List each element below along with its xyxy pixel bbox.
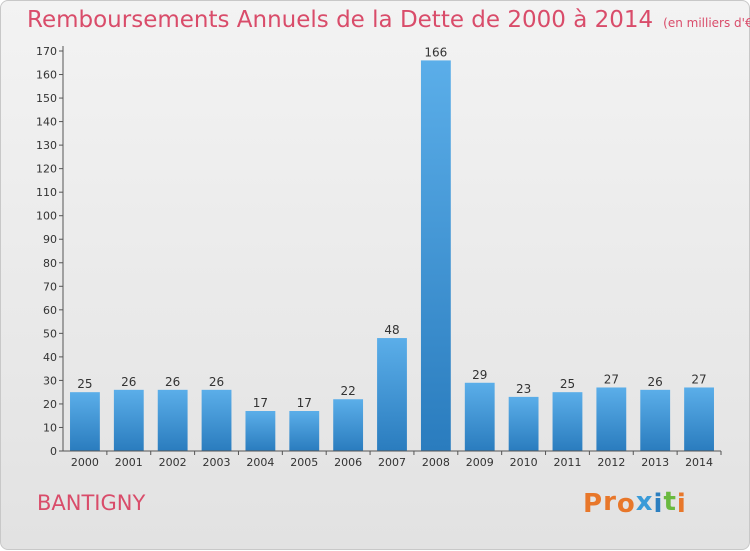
data-label-2013: 26 (648, 375, 663, 389)
x-tick-label-2000: 2000 (71, 456, 99, 469)
bar-2003 (201, 389, 232, 451)
data-label-2010: 23 (516, 382, 531, 396)
y-tick-label: 50 (43, 327, 57, 340)
data-label-2001: 26 (121, 375, 136, 389)
y-tick-label: 110 (36, 186, 57, 199)
x-tick-label-2003: 2003 (203, 456, 231, 469)
x-tick-label-2012: 2012 (597, 456, 625, 469)
y-tick-label: 170 (36, 45, 57, 58)
x-tick-label-2005: 2005 (290, 456, 318, 469)
chart-title: Remboursements Annuels de la Dette de 20… (27, 7, 750, 33)
data-label-2002: 26 (165, 375, 180, 389)
data-label-2008: 166 (424, 45, 447, 59)
bar-2010 (508, 396, 539, 451)
chart-unit-label: (en milliers d'€) (663, 16, 750, 30)
x-axis: 2000 2001 2002 2003 2004 2005 2006 2007 2008 2009… (63, 450, 722, 469)
bar-2005 (289, 411, 320, 451)
y-tick-label: 120 (36, 163, 57, 176)
logo-letter: o (616, 489, 636, 519)
bar-2014 (684, 387, 714, 451)
logo-letter: i (676, 489, 687, 519)
logo-letter: P (583, 489, 604, 519)
bars: 25 26 26 26 17 17 22 48 166 29 23 25 27 26 27 (70, 45, 714, 451)
x-tick-label-2011: 2011 (553, 456, 581, 469)
x-tick-label-2006: 2006 (334, 456, 362, 469)
logo-letter: r (603, 487, 617, 517)
bar-2011 (552, 392, 583, 451)
logo-letter: t (663, 487, 677, 517)
data-label-2006: 22 (340, 384, 355, 398)
x-tick-label-2013: 2013 (641, 456, 669, 469)
data-label-2003: 26 (209, 375, 224, 389)
data-label-2000: 25 (77, 377, 92, 391)
bar-2002 (157, 389, 188, 451)
y-tick-label: 80 (43, 257, 57, 270)
y-tick-label: 70 (43, 280, 57, 293)
bar-2001 (113, 389, 144, 451)
logo-letter: x (635, 487, 654, 517)
y-tick-label: 40 (43, 351, 57, 364)
x-tick-label-2004: 2004 (246, 456, 274, 469)
data-label-2004: 17 (253, 396, 268, 410)
data-label-2007: 48 (384, 323, 399, 337)
x-tick-label-2014: 2014 (685, 456, 713, 469)
x-tick-label-2008: 2008 (422, 456, 450, 469)
bar-2006 (333, 399, 364, 451)
bar-2008 (420, 60, 451, 451)
y-tick-label: 60 (43, 304, 57, 317)
logo-letter: i (653, 489, 664, 519)
bar-2009 (464, 382, 495, 451)
y-tick-label: 140 (36, 116, 57, 129)
y-tick-label: 160 (36, 69, 57, 82)
y-tick-label: 130 (36, 139, 57, 152)
x-tick-label-2007: 2007 (378, 456, 406, 469)
y-tick-label: 30 (43, 374, 57, 387)
y-tick-label: 0 (50, 445, 57, 458)
x-tick-label-2001: 2001 (115, 456, 143, 469)
data-label-2011: 25 (560, 377, 575, 391)
bar-2000 (70, 392, 100, 451)
y-axis: 0 10 20 30 40 50 60 70 80 90 100 110 120 130 140 150 160… (36, 45, 64, 458)
data-label-2005: 17 (297, 396, 312, 410)
y-tick-label: 20 (43, 398, 57, 411)
data-label-2009: 29 (472, 368, 487, 382)
bar-2012 (596, 387, 627, 451)
x-tick-label-2009: 2009 (466, 456, 494, 469)
proxiti-logo: Proxiti (583, 487, 687, 519)
data-label-2014: 27 (691, 372, 706, 386)
chart-title-text: Remboursements Annuels de la Dette de 20… (27, 7, 654, 33)
data-label-2012: 27 (604, 372, 619, 386)
commune-name: BANTIGNY (37, 491, 146, 515)
y-tick-label: 150 (36, 92, 57, 105)
y-tick-label: 10 (43, 421, 57, 434)
bar-2004 (245, 411, 276, 451)
bar-2007 (377, 338, 407, 451)
x-tick-label-2010: 2010 (510, 456, 538, 469)
y-tick-label: 90 (43, 233, 57, 246)
bar-2013 (640, 389, 671, 451)
y-tick-label: 100 (36, 210, 57, 223)
x-tick-label-2002: 2002 (159, 456, 187, 469)
